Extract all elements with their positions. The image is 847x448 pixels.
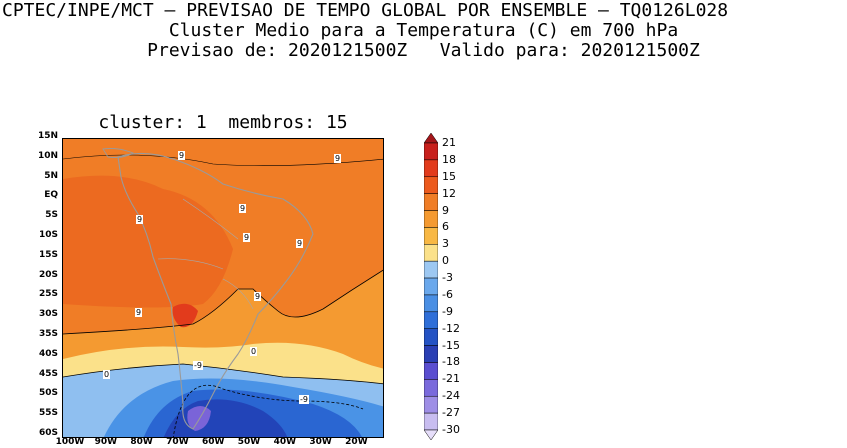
panel-title: cluster: 1 membros: 15	[98, 112, 348, 133]
contour-minus9	[172, 384, 364, 437]
colorbar-label: 18	[442, 152, 456, 166]
colorbar-swatch	[424, 133, 438, 144]
lat-label: 5S	[45, 210, 58, 221]
colorbar-swatch	[424, 176, 438, 194]
country-borders	[157, 198, 254, 310]
colorbar-label: -9	[442, 304, 453, 318]
contour-label: 9	[243, 233, 251, 242]
hot-spot	[172, 303, 198, 328]
colorbar-label: -12	[442, 321, 460, 335]
colorbar-swatch	[424, 429, 438, 440]
colorbar-label: 6	[442, 220, 449, 234]
colorbar-swatch	[424, 277, 438, 296]
contour-label: 0	[103, 370, 111, 379]
colorbar-swatch	[424, 142, 438, 161]
colorbar-swatch	[424, 210, 438, 228]
zero-band	[63, 342, 383, 384]
contour-label: 9	[136, 215, 144, 224]
colorbar-label: 3	[442, 237, 449, 251]
colorbar-swatch	[424, 159, 438, 178]
lon-label: 40W	[273, 437, 297, 447]
temperature-map	[62, 138, 384, 438]
colorbar-swatch	[424, 328, 438, 346]
colorbar-label: 15	[442, 169, 456, 183]
map-canvas	[63, 139, 383, 437]
colorbar-swatch	[424, 244, 438, 262]
colorbar-swatch	[424, 294, 438, 313]
contour-9-north	[63, 154, 383, 166]
contour-label: 0	[250, 347, 258, 356]
lat-label: 35S	[38, 329, 58, 339]
lat-label: 45S	[38, 368, 58, 379]
colorbar-swatch	[424, 227, 438, 245]
contour-label: 9	[239, 204, 247, 213]
lon-label: 30W	[309, 437, 332, 447]
lat-label: 25S	[38, 289, 58, 300]
lon-label: 60W	[201, 437, 225, 447]
contour-label: -9	[193, 361, 203, 370]
lon-label: 20W	[345, 437, 368, 447]
lat-label: 55S	[38, 408, 58, 419]
lat-label: 15S	[38, 249, 58, 260]
colorbar-label: -30	[442, 423, 460, 436]
lat-label: 60S	[38, 428, 58, 438]
colorbar-label: -15	[442, 338, 460, 352]
colorbar-label: -18	[442, 355, 460, 369]
lon-label: 80W	[130, 437, 153, 447]
south-america-coastline	[117, 152, 314, 430]
lat-label: 10S	[38, 230, 58, 240]
contour-label: 9	[178, 151, 186, 160]
colorbar-swatch	[424, 193, 438, 211]
contour-label: -9	[299, 395, 309, 404]
colorbar-label: 9	[442, 203, 449, 217]
lat-label: 40S	[38, 348, 58, 359]
header-variable: Cluster Medio para a Temperatura (C) em …	[168, 20, 679, 41]
lat-label: 10N	[37, 150, 58, 161]
lat-label: 30S	[38, 309, 58, 320]
contour-label: 9	[334, 154, 342, 163]
contour-label: 9	[135, 308, 143, 317]
header-dates: Previsao de: 2020121500Z Valido para: 20…	[147, 40, 700, 61]
colorbar-label: -27	[442, 406, 460, 420]
colorbar-swatch	[424, 311, 438, 329]
contour-label: 9	[296, 239, 304, 248]
colorbar-swatch	[424, 345, 438, 363]
colorbar-label: -24	[442, 389, 460, 403]
colorbar-swatch	[424, 412, 438, 431]
central-america-coastline	[102, 148, 135, 158]
contour-label: 9	[254, 292, 262, 301]
lat-label: EQ	[44, 190, 58, 201]
colorbar-swatch	[424, 362, 438, 380]
colorbar-label: -21	[442, 372, 460, 386]
header-title: CPTEC/INPE/MCT — PREVISAO DE TEMPO GLOBA…	[2, 0, 729, 21]
lon-label: 70W	[166, 437, 189, 447]
colorbar-label: 0	[442, 254, 449, 268]
contour-0	[63, 363, 383, 385]
lon-label: 100W	[55, 437, 85, 447]
lon-label: 90W	[94, 437, 118, 447]
colorbar-swatch	[424, 260, 438, 279]
continental-hot-region	[63, 175, 233, 308]
colorbar-label: -6	[442, 287, 453, 301]
colorbar-label: 12	[442, 186, 456, 200]
colorbar	[424, 133, 438, 440]
colorbar-label: 21	[442, 136, 456, 149]
colorbar-swatch	[424, 395, 438, 414]
lat-label: 15N	[37, 131, 58, 141]
colorbar-label: -3	[442, 271, 453, 285]
lat-label: 20S	[38, 269, 58, 280]
lon-label: 50W	[237, 437, 261, 447]
lat-label: 50S	[38, 388, 58, 399]
colorbar-swatch	[424, 379, 438, 397]
lat-label: 5N	[44, 170, 58, 181]
